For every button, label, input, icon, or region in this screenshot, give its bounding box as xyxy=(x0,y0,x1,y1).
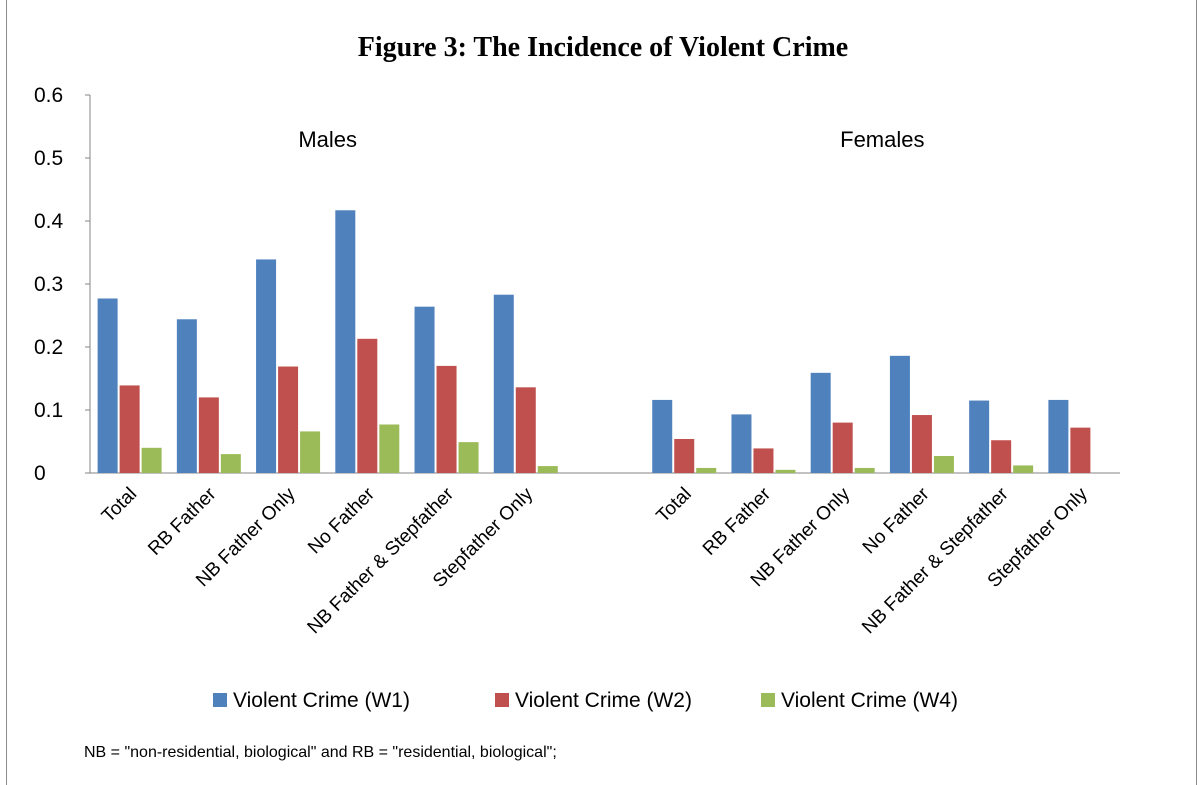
category-label: No Father xyxy=(859,483,934,558)
y-tick-label: 0.6 xyxy=(34,84,63,107)
bar xyxy=(515,387,536,473)
bar xyxy=(969,400,990,473)
bar xyxy=(1013,465,1034,473)
bar xyxy=(889,355,910,473)
category-label: NB Father & Stepfather xyxy=(858,483,1013,638)
bar xyxy=(493,294,514,473)
y-tick-label: 0 xyxy=(34,462,46,485)
bars xyxy=(97,210,1091,474)
bar xyxy=(537,466,558,473)
bar xyxy=(933,455,954,473)
bar xyxy=(652,399,673,473)
bar xyxy=(810,372,831,473)
legend-label: Violent Crime (W2) xyxy=(515,689,692,712)
bar xyxy=(991,440,1012,473)
bar xyxy=(256,259,277,473)
category-label: RB Father xyxy=(699,483,776,560)
bar xyxy=(278,366,299,473)
bar xyxy=(220,454,241,473)
legend-swatch xyxy=(761,693,775,707)
bar xyxy=(436,365,457,473)
bar xyxy=(832,422,853,473)
frame-border-left xyxy=(6,0,7,785)
bar xyxy=(1070,427,1091,473)
bar xyxy=(753,448,774,473)
group-label: Males xyxy=(298,127,357,152)
bar xyxy=(97,298,118,473)
category-label: Total xyxy=(653,484,696,527)
legend-swatch xyxy=(495,693,509,707)
y-tick-label: 0.2 xyxy=(34,336,63,359)
bar xyxy=(379,424,400,473)
y-tick-label: 0.5 xyxy=(34,147,63,170)
legend-swatch xyxy=(213,693,227,707)
y-tick-label: 0.3 xyxy=(34,273,63,296)
bar xyxy=(1048,399,1069,473)
bar xyxy=(119,385,140,473)
category-label: No Father xyxy=(304,483,379,558)
legend-label: Violent Crime (W4) xyxy=(781,689,958,712)
bar xyxy=(674,438,695,473)
chart-title: Figure 3: The Incidence of Violent Crime xyxy=(358,32,848,63)
bar xyxy=(731,414,752,473)
bar xyxy=(414,306,435,473)
bar xyxy=(335,210,356,474)
bar xyxy=(300,431,321,473)
bar xyxy=(696,467,717,473)
y-tick-label: 0.4 xyxy=(34,210,64,233)
footnote: NB = "non-residential, biological" and R… xyxy=(84,744,557,761)
legend-label: Violent Crime (W1) xyxy=(233,689,410,712)
bar xyxy=(141,447,162,473)
bar xyxy=(775,469,796,473)
bar xyxy=(911,415,932,473)
bar xyxy=(176,319,197,473)
category-label: NB Father & Stepfather xyxy=(304,483,459,638)
bar xyxy=(357,338,378,473)
y-tick-label: 0.1 xyxy=(34,399,63,422)
group-label: Females xyxy=(840,127,924,152)
legend: Violent Crime (W1) Violent Crime (W2) Viol… xyxy=(213,689,958,712)
category-label: RB Father xyxy=(144,483,221,560)
bar xyxy=(198,397,219,473)
frame-border-right xyxy=(1196,0,1197,785)
category-label: Total xyxy=(98,484,141,527)
bar xyxy=(854,467,875,473)
bar xyxy=(458,442,479,473)
axes: 0 0.1 0.2 0.3 0.4 0.5 0.6 xyxy=(34,84,1120,485)
